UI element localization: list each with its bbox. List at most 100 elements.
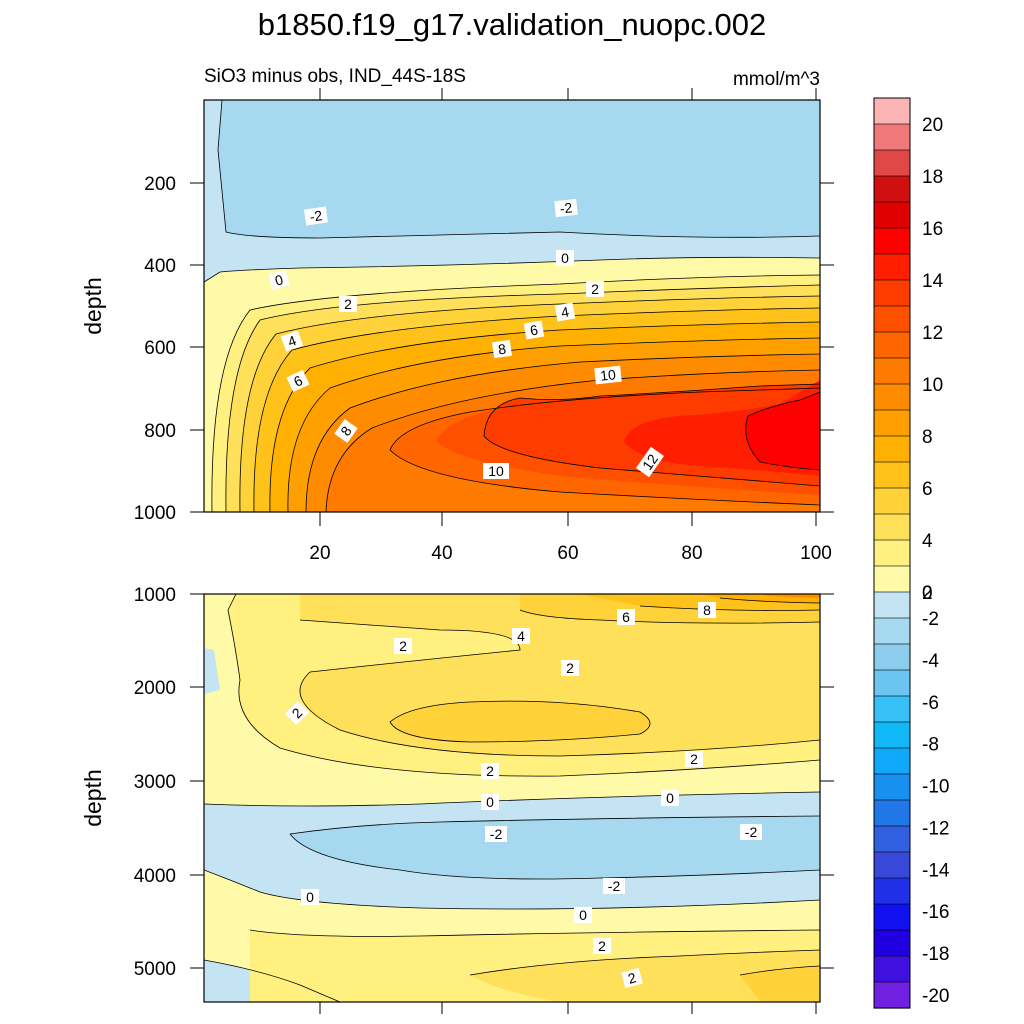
colorbar-swatch [873,825,911,853]
colorbar-swatch [873,149,911,177]
colorbar-swatch [873,513,911,541]
colorbar-swatch [873,903,911,931]
clabel: 2 [690,751,698,767]
colorbar-swatch [873,357,911,385]
upper-ylabel: depth [80,277,106,335]
lower-ytick: 5000 [134,959,176,980]
clabel: -2 [745,824,758,840]
lower-plot-frame [203,593,821,1003]
clabel: -2 [559,199,573,216]
colorbar-swatch [873,851,911,879]
colorbar-swatch [873,539,911,567]
clabel: 0 [486,794,494,810]
colorbar-label: 8 [922,427,933,448]
clabel: 8 [497,341,507,358]
lower-ytick: 3000 [134,772,176,793]
clabel: 4 [560,303,571,320]
upper-ytick: 800 [144,421,176,442]
colorbar-label: 10 [922,375,943,396]
colorbar-label: 6 [922,479,933,500]
clabel: -2 [309,207,324,225]
colorbar-swatch [873,201,911,229]
colorbar-label: 14 [922,271,944,292]
clabel: 10 [488,463,504,479]
colorbar-swatch [873,591,911,619]
colorbar-label: -16 [922,902,949,923]
subtitle-left: SiO3 minus obs, IND_44S-18S [204,66,466,87]
colorbar-swatch [873,747,911,775]
upper-ytick: 200 [144,174,176,195]
colorbar-label: -4 [922,651,939,672]
upper-panel [204,100,820,512]
colorbar-label: -20 [922,986,949,1007]
colorbar-swatch [873,565,911,593]
colorbar-label: 18 [922,167,943,188]
colorbar-label: 20 [922,115,943,136]
clabel: 2 [626,969,638,987]
lower-ytick: 1000 [134,585,176,606]
upper-ytick: 400 [144,256,176,277]
colorbar [873,97,911,1009]
colorbar-swatch [873,643,911,671]
xtick: 80 [681,543,702,564]
colorbar-swatch [873,435,911,463]
colorbar-label: -14 [922,860,950,881]
clabel: 2 [566,660,574,676]
clabel: 6 [622,609,630,625]
colorbar-swatch [873,331,911,359]
xtick: 60 [557,543,578,564]
colorbar-swatch [873,383,911,411]
clabel: 6 [529,321,540,338]
colorbar-swatch [873,123,911,151]
xtick: 100 [800,543,832,564]
colorbar-swatch [873,669,911,697]
colorbar-frame [873,97,911,1009]
colorbar-label: 4 [922,531,933,552]
colorbar-labels: 20 18 16 14 12 10 8 6 4 20 -2 -4 -6 -8 -10 -12 -14 -16 -18… [922,115,950,1007]
clabel: 0 [579,907,587,923]
lower-panel [204,594,820,1002]
colorbar-label: 0 [922,583,933,604]
colorbar-swatch [873,175,911,203]
upper-axes [190,88,834,526]
colorbar-swatch [873,227,911,255]
lower-ytick: 4000 [134,866,176,887]
clabel: 2 [399,638,407,654]
colorbar-label: 2 [922,583,933,604]
colorbar-swatch [873,253,911,281]
figure-title: b1850.f19_g17.validation_nuopc.002 [258,7,767,42]
colorbar-swatch [873,955,911,983]
colorbar-label: -8 [922,735,939,756]
clabel: 0 [666,790,674,806]
clabel: 4 [517,628,525,644]
xtick: 40 [431,543,452,564]
upper-plot-frame [203,99,821,513]
colorbar-label: -6 [922,693,939,714]
colorbar-label: -10 [922,777,949,798]
colorbar-label: -12 [922,818,949,839]
upper-ytick: 600 [144,338,176,359]
colorbar-label: 16 [922,219,943,240]
colorbar-swatch [873,487,911,515]
colorbar-swatch [873,695,911,723]
lower-axes [190,593,834,1014]
clabel: 2 [591,281,599,297]
clabel: 0 [273,271,285,289]
colorbar-swatch [873,929,911,957]
colorbar-swatch [873,877,911,905]
colorbar-swatch [873,799,911,827]
lower-ytick: 2000 [134,678,176,699]
colorbar-swatch [873,721,911,749]
colorbar-swatch [873,97,911,125]
colorbar-swatch [873,279,911,307]
colorbar-swatch [873,461,911,489]
clabel: 2 [598,938,606,954]
colorbar-swatch [873,773,911,801]
clabel: 10 [599,366,616,384]
clabel: -2 [608,878,621,894]
clabel: 2 [344,296,352,312]
lower-ylabel: depth [80,769,106,827]
xtick: 20 [309,543,330,564]
clabel: 0 [561,250,569,266]
colorbar-swatch [873,981,911,1009]
